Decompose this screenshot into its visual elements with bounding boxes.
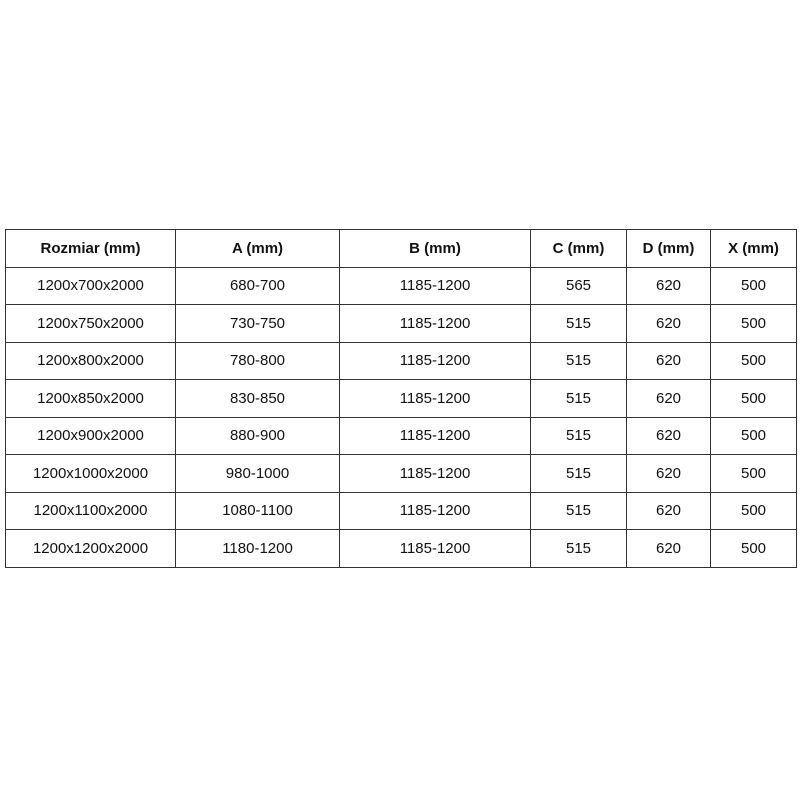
- table-cell: 515: [530, 379, 627, 418]
- table-cell: 620: [626, 304, 711, 343]
- table-cell: 515: [530, 304, 627, 343]
- table-cell: 1185-1200: [339, 416, 531, 455]
- column-header: D (mm): [626, 229, 711, 268]
- table-cell: 500: [710, 379, 797, 418]
- table-cell: 980-1000: [175, 454, 340, 493]
- table-cell: 1200x900x2000: [5, 416, 176, 455]
- table-cell: 1185-1200: [339, 379, 531, 418]
- column-header: C (mm): [530, 229, 627, 268]
- table-row: 1200x900x2000 880-900 1185-1200 515 620 500: [5, 416, 797, 455]
- table-cell: 620: [626, 491, 711, 530]
- column-header: X (mm): [710, 229, 797, 268]
- table-cell: 1200x1200x2000: [5, 529, 176, 568]
- table-row: 1200x1200x2000 1180-1200 1185-1200 515 620 50…: [5, 529, 797, 568]
- table-cell: 500: [710, 341, 797, 380]
- table-cell: 1200x850x2000: [5, 379, 176, 418]
- table-cell: 1200x1100x2000: [5, 491, 176, 530]
- table-row: 1200x850x2000 830-850 1185-1200 515 620 500: [5, 379, 797, 418]
- table-cell: 1185-1200: [339, 454, 531, 493]
- table-cell: 1200x1000x2000: [5, 454, 176, 493]
- table-cell: 515: [530, 341, 627, 380]
- table-cell: 1200x750x2000: [5, 304, 176, 343]
- table-cell: 500: [710, 416, 797, 455]
- table-row: 1200x700x2000 680-700 1185-1200 565 620 500: [5, 266, 797, 305]
- table-cell: 500: [710, 454, 797, 493]
- table-cell: 515: [530, 491, 627, 530]
- header-row: Rozmiar (mm) A (mm) B (mm) C (mm) D (mm) X (m…: [5, 229, 797, 268]
- table-row: 1200x750x2000 730-750 1185-1200 515 620 500: [5, 304, 797, 343]
- table-cell: 830-850: [175, 379, 340, 418]
- table-row: 1200x1000x2000 980-1000 1185-1200 515 620 500: [5, 454, 797, 493]
- dimensions-table: Rozmiar (mm) A (mm) B (mm) C (mm) D (mm) X (m…: [5, 229, 797, 568]
- table-cell: 1185-1200: [339, 341, 531, 380]
- table-cell: 620: [626, 266, 711, 305]
- table-cell: 1185-1200: [339, 266, 531, 305]
- table-cell: 780-800: [175, 341, 340, 380]
- table-cell: 515: [530, 416, 627, 455]
- table-cell: 1185-1200: [339, 529, 531, 568]
- table-cell: 515: [530, 529, 627, 568]
- table-cell: 620: [626, 454, 711, 493]
- table-cell: 565: [530, 266, 627, 305]
- table-cell: 620: [626, 379, 711, 418]
- table-cell: 620: [626, 529, 711, 568]
- table-cell: 620: [626, 416, 711, 455]
- table-cell: 1080-1100: [175, 491, 340, 530]
- table-cell: 1200x700x2000: [5, 266, 176, 305]
- table-cell: 500: [710, 529, 797, 568]
- column-header: A (mm): [175, 229, 340, 268]
- table-cell: 500: [710, 266, 797, 305]
- table-cell: 500: [710, 491, 797, 530]
- table-cell: 680-700: [175, 266, 340, 305]
- column-header: Rozmiar (mm): [5, 229, 176, 268]
- table-cell: 1185-1200: [339, 304, 531, 343]
- table-cell: 500: [710, 304, 797, 343]
- table-row: 1200x800x2000 780-800 1185-1200 515 620 500: [5, 341, 797, 380]
- table-cell: 1180-1200: [175, 529, 340, 568]
- table-cell: 1185-1200: [339, 491, 531, 530]
- table-cell: 880-900: [175, 416, 340, 455]
- table-cell: 515: [530, 454, 627, 493]
- table-row: 1200x1100x2000 1080-1100 1185-1200 515 620 50…: [5, 491, 797, 530]
- table-cell: 1200x800x2000: [5, 341, 176, 380]
- table-cell: 730-750: [175, 304, 340, 343]
- table-cell: 620: [626, 341, 711, 380]
- column-header: B (mm): [339, 229, 531, 268]
